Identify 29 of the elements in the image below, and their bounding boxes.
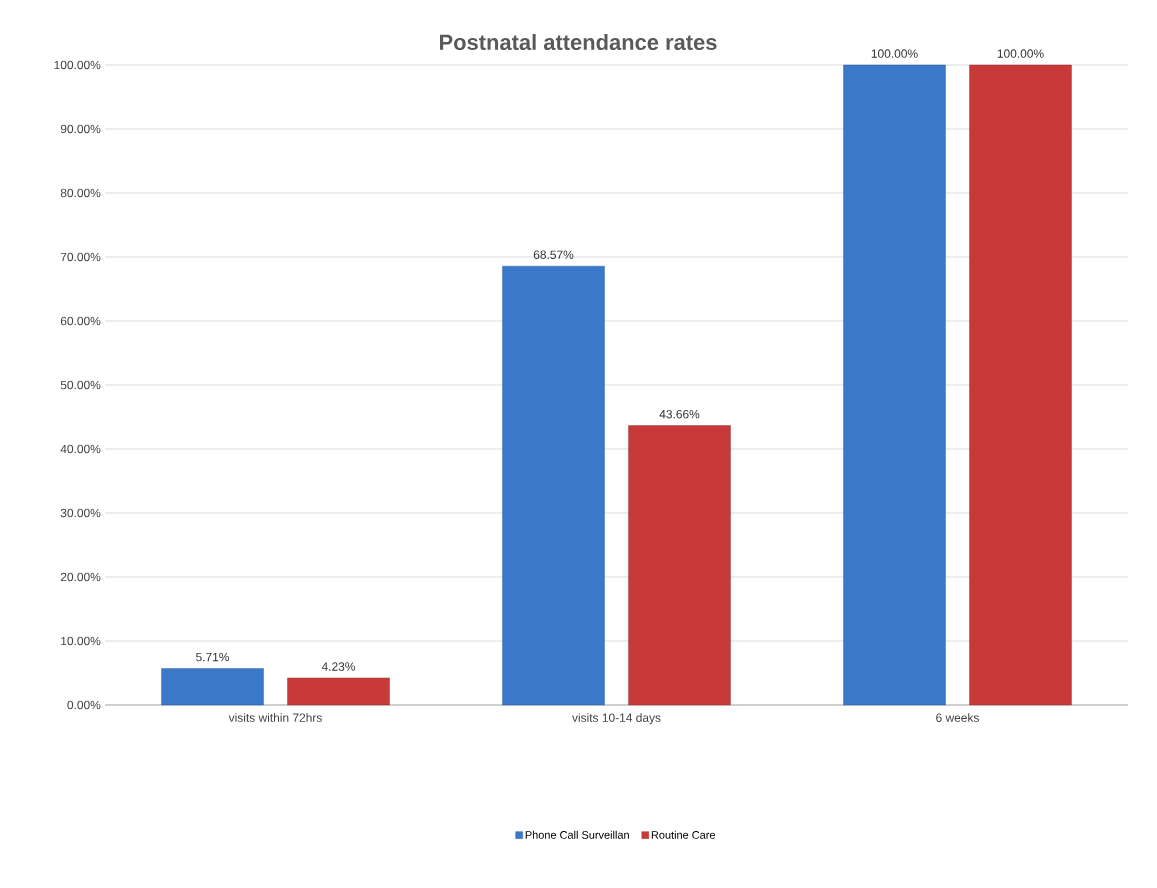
data-label: 100.00%	[997, 49, 1044, 58]
y-tick-label: 70.00%	[60, 252, 101, 262]
y-tick-label: 90.00%	[60, 124, 101, 134]
y-tick-label: 20.00%	[60, 572, 101, 582]
legend-label: Phone Call Surveillan	[525, 830, 629, 839]
data-label: 5.71%	[196, 652, 230, 662]
y-tick-label: 100.00%	[54, 60, 101, 70]
y-tick-label: 40.00%	[60, 444, 101, 454]
data-label: 43.66%	[659, 409, 700, 419]
legend-label: Routine Care	[651, 830, 716, 839]
y-tick-label: 80.00%	[60, 188, 101, 198]
bar	[969, 64, 1072, 706]
data-label: 68.57%	[533, 250, 574, 259]
y-tick-label: 60.00%	[60, 316, 101, 326]
y-tick-label: 0.00%	[67, 700, 101, 710]
chart-title: Postnatal attendance rates	[440, 33, 717, 51]
bar	[843, 64, 946, 706]
data-label: 4.23%	[321, 662, 356, 671]
y-tick-label: 50.00%	[60, 380, 101, 390]
x-tick-label: visits 10-14 days	[572, 713, 661, 725]
data-label: 100.00%	[871, 49, 918, 58]
bar	[287, 677, 390, 706]
y-tick-label: 10.00%	[61, 636, 101, 646]
bar	[502, 265, 605, 706]
bar	[161, 668, 264, 706]
y-tick-label: 30.00%	[60, 508, 101, 518]
bar	[628, 425, 731, 706]
x-tick-label: visits within 72hrs	[228, 713, 322, 722]
x-tick-label: 6 weeks	[936, 713, 979, 722]
